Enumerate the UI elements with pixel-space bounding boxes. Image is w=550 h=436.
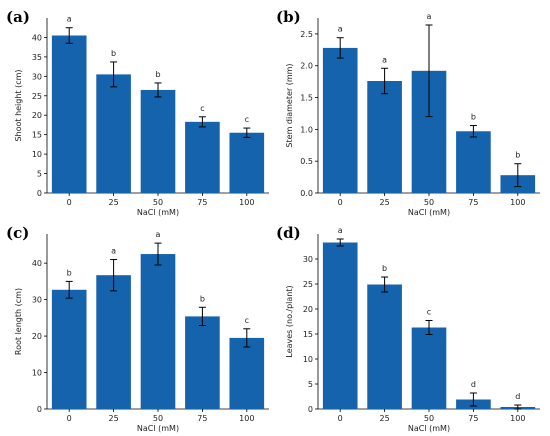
panel-a-bar: [51, 35, 87, 193]
panel-d-ytick-label: 5: [308, 380, 313, 389]
panel-c-xtick-label: 50: [153, 414, 163, 423]
panel-d-y-axis-label: Leaves (no./plant): [285, 285, 294, 357]
panel-b-ytick-label: 1.0: [300, 125, 313, 134]
panel-b-y-axis-label: Stem diameter (mm): [285, 63, 294, 147]
panel-a-bar: [96, 74, 131, 193]
panel-d-ytick-label: 15: [303, 330, 313, 339]
panel-b-xtick-label: 100: [510, 198, 525, 207]
panel-d-xtick-label: 25: [380, 414, 390, 423]
panel-c-bar: [96, 275, 131, 409]
panel-b-significance-letter: b: [471, 113, 476, 122]
panel-a-significance-letter: b: [111, 49, 116, 58]
panel-b-xtick-label: 0: [338, 198, 343, 207]
panel-a-x-axis-label: NaCl (mM): [137, 208, 179, 217]
panel-a-label: (a): [6, 8, 30, 26]
panel-b-significance-letter: a: [382, 55, 387, 64]
panel-c-significance-letter: a: [111, 247, 116, 256]
panel-c-significance-letter: b: [200, 294, 205, 303]
panel-d-label: (d): [276, 224, 301, 242]
panel-a-ytick-label: 20: [32, 111, 42, 120]
panel-a-ytick-label: 0: [37, 189, 42, 198]
panel-b-ytick-label: 2.5: [300, 30, 313, 39]
panel-c-bar: [229, 337, 265, 409]
panel-a-ytick-label: 5: [37, 170, 42, 179]
panel-a-significance-letter: c: [200, 104, 204, 113]
panel-a-y-axis-label: Shoot height (cm): [14, 69, 23, 141]
panel-a-significance-letter: a: [67, 15, 72, 24]
panel-d-xtick-label: 0: [338, 414, 343, 423]
panel-d-significance-letter: b: [382, 264, 387, 273]
panel-b-significance-letter: b: [515, 151, 520, 160]
panel-c-x-axis-label: NaCl (mM): [137, 424, 179, 433]
panel-d-bar: [411, 327, 447, 409]
panel-a-xtick-label: 50: [153, 198, 163, 207]
panel-c-xtick-label: 0: [67, 414, 72, 423]
panel-c-label: (c): [6, 224, 29, 242]
panel-a-significance-letter: c: [245, 115, 249, 124]
panel-c-bar: [185, 316, 220, 409]
panel-d-significance-letter: a: [338, 226, 343, 235]
panel-a-bar: [185, 121, 220, 193]
panel-d-bar: [367, 284, 402, 409]
panel-d-xtick-label: 50: [424, 414, 434, 423]
panel-a-xtick-label: 0: [67, 198, 72, 207]
panel-a-ytick-label: 30: [32, 72, 42, 81]
panel-c-xtick-label: 75: [197, 414, 207, 423]
panel-c-ytick-label: 20: [32, 332, 42, 341]
panel-c-ytick-label: 0: [37, 405, 42, 414]
panel-a-bar: [229, 132, 265, 193]
panel-d-bar: [322, 242, 358, 409]
panel-b-xtick-label: 75: [468, 198, 478, 207]
panel-b-significance-letter: a: [338, 25, 343, 34]
panel-c-xtick-label: 100: [239, 414, 254, 423]
panel-c-bar: [140, 254, 176, 409]
panel-d-xtick-label: 100: [510, 414, 525, 423]
panel-d-ytick-label: 20: [303, 305, 313, 314]
panel-a-ytick-label: 15: [32, 131, 42, 140]
panel-a-xtick-label: 75: [197, 198, 207, 207]
panel-b-bar: [367, 81, 402, 193]
panel-c-significance-letter: b: [67, 268, 72, 277]
panel-b-ytick-label: 2.0: [300, 62, 313, 71]
panel-b-xtick-label: 50: [424, 198, 434, 207]
panel-b-ytick-label: 0.0: [300, 189, 313, 198]
panel-c-significance-letter: c: [245, 316, 249, 325]
panel-d-xtick-label: 75: [468, 414, 478, 423]
panel-a-ytick-label: 35: [32, 53, 42, 62]
panel-d-significance-letter: c: [427, 308, 431, 317]
panel-b-ytick-label: 0.5: [300, 157, 313, 166]
panel-c-ytick-label: 30: [32, 296, 42, 305]
panel-a-bar: [140, 89, 176, 193]
panel-b-significance-letter: a: [427, 12, 432, 21]
panel-c-ytick-label: 40: [32, 259, 42, 268]
panel-d-ytick-label: 25: [303, 280, 313, 289]
panel-c-significance-letter: a: [156, 230, 161, 239]
panel-d-ytick-label: 0: [308, 405, 313, 414]
panel-b-ytick-label: 1.5: [300, 94, 313, 103]
panel-d-significance-letter: d: [515, 392, 520, 401]
panel-d-ytick-label: 30: [303, 255, 313, 264]
panel-c-ytick-label: 10: [32, 369, 42, 378]
panel-a-xtick-label: 100: [239, 198, 254, 207]
panel-b-x-axis-label: NaCl (mM): [408, 208, 450, 217]
panel-a-xtick-label: 25: [109, 198, 119, 207]
panel-b-label: (b): [276, 8, 301, 26]
panel-a-ytick-label: 10: [32, 150, 42, 159]
panel-b-bar: [456, 131, 491, 193]
panel-d-significance-letter: d: [471, 380, 476, 389]
panel-a-ytick-label: 40: [32, 33, 42, 42]
panel-c-y-axis-label: Root length (cm): [14, 288, 23, 355]
panel-d-x-axis-label: NaCl (mM): [408, 424, 450, 433]
panel-c-xtick-label: 25: [109, 414, 119, 423]
panel-c-bar: [51, 289, 87, 409]
panel-a-significance-letter: b: [155, 70, 160, 79]
panel-a-ytick-label: 25: [32, 92, 42, 101]
panel-d-ytick-label: 10: [303, 355, 313, 364]
panel-b-xtick-label: 25: [380, 198, 390, 207]
panel-b-bar: [322, 47, 358, 194]
